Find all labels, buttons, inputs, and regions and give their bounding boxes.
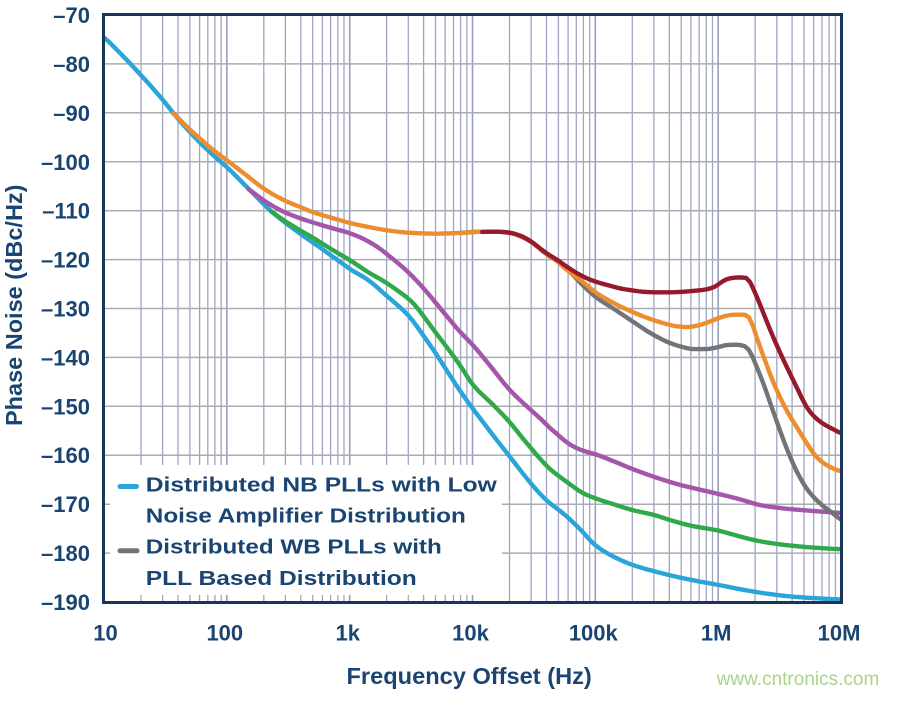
svg-text:Distributed WB PLLs with: Distributed WB PLLs with <box>146 537 442 559</box>
svg-text:–160: –160 <box>41 443 90 468</box>
svg-text:–70: –70 <box>53 3 90 28</box>
svg-text:–100: –100 <box>41 150 90 175</box>
svg-text:Noise Amplifier Distribution: Noise Amplifier Distribution <box>146 506 466 528</box>
svg-text:1k: 1k <box>335 620 360 645</box>
svg-text:–140: –140 <box>41 345 90 370</box>
svg-text:www.cntronics.com: www.cntronics.com <box>716 669 880 690</box>
svg-text:1M: 1M <box>701 620 732 645</box>
svg-text:Distributed NB PLLs with Low: Distributed NB PLLs with Low <box>146 475 498 497</box>
svg-text:–190: –190 <box>41 590 90 615</box>
svg-text:–80: –80 <box>53 52 90 77</box>
svg-text:10: 10 <box>93 620 117 645</box>
svg-text:100k: 100k <box>569 620 619 645</box>
svg-text:Frequency Offset (Hz): Frequency Offset (Hz) <box>347 663 592 689</box>
svg-text:Phase Noise (dBc/Hz): Phase Noise (dBc/Hz) <box>1 185 27 427</box>
svg-text:–150: –150 <box>41 394 90 419</box>
svg-text:10M: 10M <box>818 620 861 645</box>
svg-text:100: 100 <box>206 620 243 645</box>
svg-text:–90: –90 <box>53 101 90 126</box>
svg-text:–110: –110 <box>42 199 90 224</box>
svg-text:–120: –120 <box>41 248 90 273</box>
svg-text:10k: 10k <box>452 620 489 645</box>
svg-text:–170: –170 <box>41 492 90 517</box>
svg-text:PLL Based Distribution: PLL Based Distribution <box>146 568 417 590</box>
svg-text:–130: –130 <box>41 297 90 322</box>
svg-text:–180: –180 <box>41 541 90 566</box>
